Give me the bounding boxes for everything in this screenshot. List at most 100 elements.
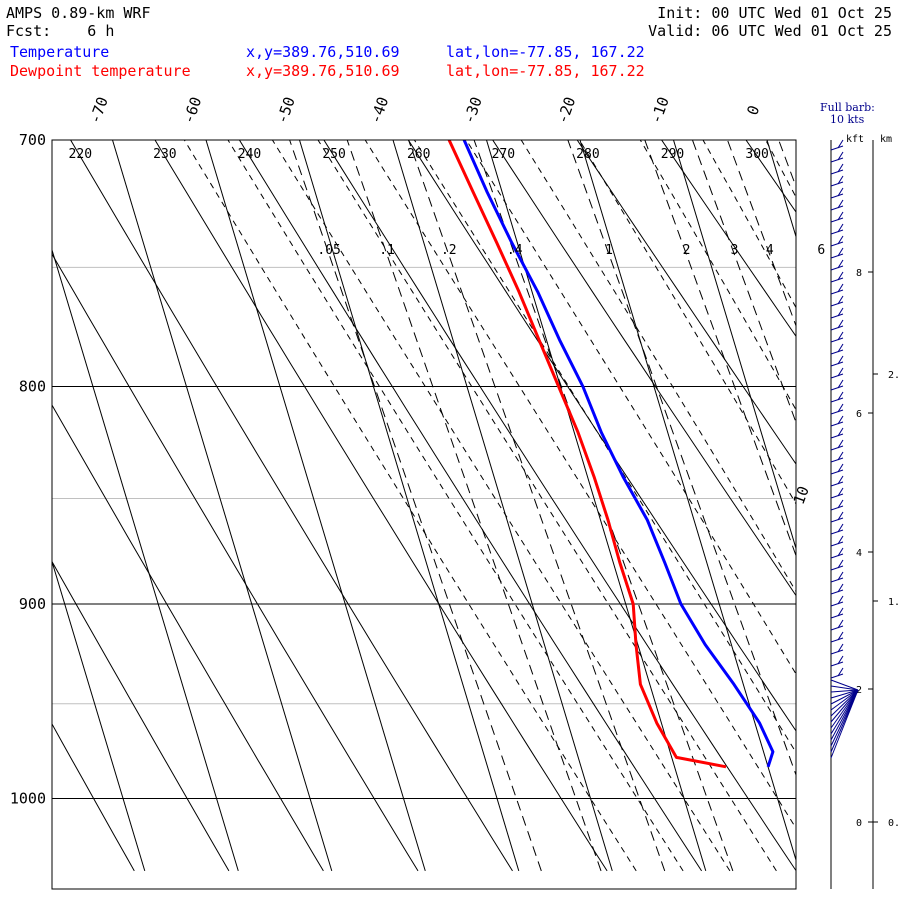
wind-barb (830, 265, 844, 271)
wind-barb-flag (837, 283, 844, 293)
isotherm-label: 0 (743, 103, 763, 118)
wind-barb (830, 577, 844, 583)
dry-adiabat (52, 722, 135, 872)
wind-barb-flag (837, 235, 844, 245)
wind-barb (830, 409, 844, 415)
barb-key-value: 10 kts (830, 113, 865, 126)
temperature-latlon: lat,lon=-77.85, 167.22 (446, 43, 645, 61)
km-tick-label: 2. (888, 370, 900, 381)
forecast-hour: Fcst: 6 h (6, 22, 115, 40)
wind-barb-flag (837, 163, 844, 173)
wind-barb (830, 661, 844, 667)
wind-barb (830, 517, 844, 523)
mixing-ratio-label: 4 (766, 243, 774, 258)
wind-barb (830, 385, 844, 391)
wind-barb (830, 217, 844, 223)
isotherm-line (579, 140, 796, 862)
isotherm-line (205, 140, 426, 872)
moist-adiabat (639, 140, 796, 411)
wind-barb (830, 337, 844, 343)
wind-barb-flag (837, 415, 844, 425)
moist-adiabat (765, 140, 796, 199)
wind-barb (830, 349, 844, 355)
wind-barb (830, 625, 844, 631)
isotherm-line (52, 559, 146, 872)
wind-barb (830, 169, 844, 175)
mixing-ratio-line (567, 140, 796, 777)
moist-adiabat (183, 140, 637, 872)
isotherm-label: -10 (647, 94, 673, 126)
wind-barb (830, 157, 844, 163)
plot-frame (51, 139, 797, 890)
theta-label: 280 (576, 147, 599, 162)
moist-adiabat (520, 140, 796, 593)
wind-barb-flag (837, 619, 844, 629)
wind-barb (830, 145, 844, 151)
wind-barb (830, 637, 844, 643)
wind-barb-flag (837, 151, 844, 161)
kft-tick-label: 0 (856, 818, 862, 829)
wind-barb-flag (837, 175, 844, 185)
wind-barb-flag (837, 223, 844, 233)
wind-barb-flag (837, 547, 844, 557)
theta-label: 270 (492, 147, 515, 162)
wind-barb (830, 253, 844, 259)
moist-adiabat (364, 140, 796, 830)
wind-barb (830, 457, 844, 463)
mixing-ratio-line (726, 140, 796, 328)
isotherm-label: -30 (460, 94, 486, 126)
isobar-label: 800 (19, 378, 46, 396)
wind-barb-flag (837, 211, 844, 221)
wind-barb-flag (837, 307, 844, 317)
wind-barb-flag (837, 499, 844, 509)
wind-barb-flag (837, 595, 844, 605)
mixing-ratio-line (644, 140, 796, 558)
wind-barb (830, 613, 844, 619)
dewpoint-line (447, 140, 727, 769)
mixing-ratio-line (289, 140, 542, 872)
wind-barb-flag (837, 271, 844, 281)
wind-barb (830, 433, 844, 439)
mixing-ratio-line (408, 140, 666, 872)
wind-barb (830, 689, 859, 717)
isotherm-line (299, 140, 520, 872)
kft-tick-label: 8 (856, 268, 862, 279)
wind-barb-flag (837, 451, 844, 461)
wind-barb-flag (837, 331, 844, 341)
dry-adiabat (52, 404, 324, 872)
wind-barb (830, 649, 844, 655)
barb-key-label: Full barb: (820, 101, 875, 114)
dry-adiabat (831, 140, 900, 871)
wind-barb-flag (837, 487, 844, 497)
dry-adiabat (661, 140, 796, 338)
wind-barb (830, 229, 844, 235)
theta-label: 230 (153, 147, 176, 162)
mixing-ratio-label: .4 (507, 243, 523, 258)
theta-label: 290 (661, 147, 684, 162)
wind-barb (830, 493, 844, 499)
wind-barb-flag (837, 427, 844, 437)
wind-barb (830, 689, 859, 759)
isotherm-label: 10 (790, 484, 813, 507)
wind-barb (830, 469, 844, 475)
mixing-ratio-line (816, 140, 900, 871)
wind-barb (830, 689, 859, 699)
mixing-ratio-line (346, 140, 602, 872)
wind-barb-flag (837, 463, 844, 473)
wind-barb (830, 689, 859, 723)
wind-barb-flag (837, 403, 844, 413)
wind-barb (830, 361, 844, 367)
moist-adiabat (413, 140, 796, 754)
kft-tick-label: 6 (856, 409, 862, 420)
moist-adiabat (827, 140, 900, 871)
wind-barb-flag (837, 319, 844, 329)
dry-adiabat (52, 253, 419, 872)
wind-barb-flag (837, 631, 844, 641)
mixing-ratio-label: .05 (317, 243, 340, 258)
wind-barb-flag (837, 571, 844, 581)
theta-label: 260 (407, 147, 430, 162)
isotherm-line (0, 140, 51, 871)
init-time: Init: 00 UTC Wed 01 Oct 25 (657, 4, 892, 22)
theta-label: 220 (69, 147, 92, 162)
